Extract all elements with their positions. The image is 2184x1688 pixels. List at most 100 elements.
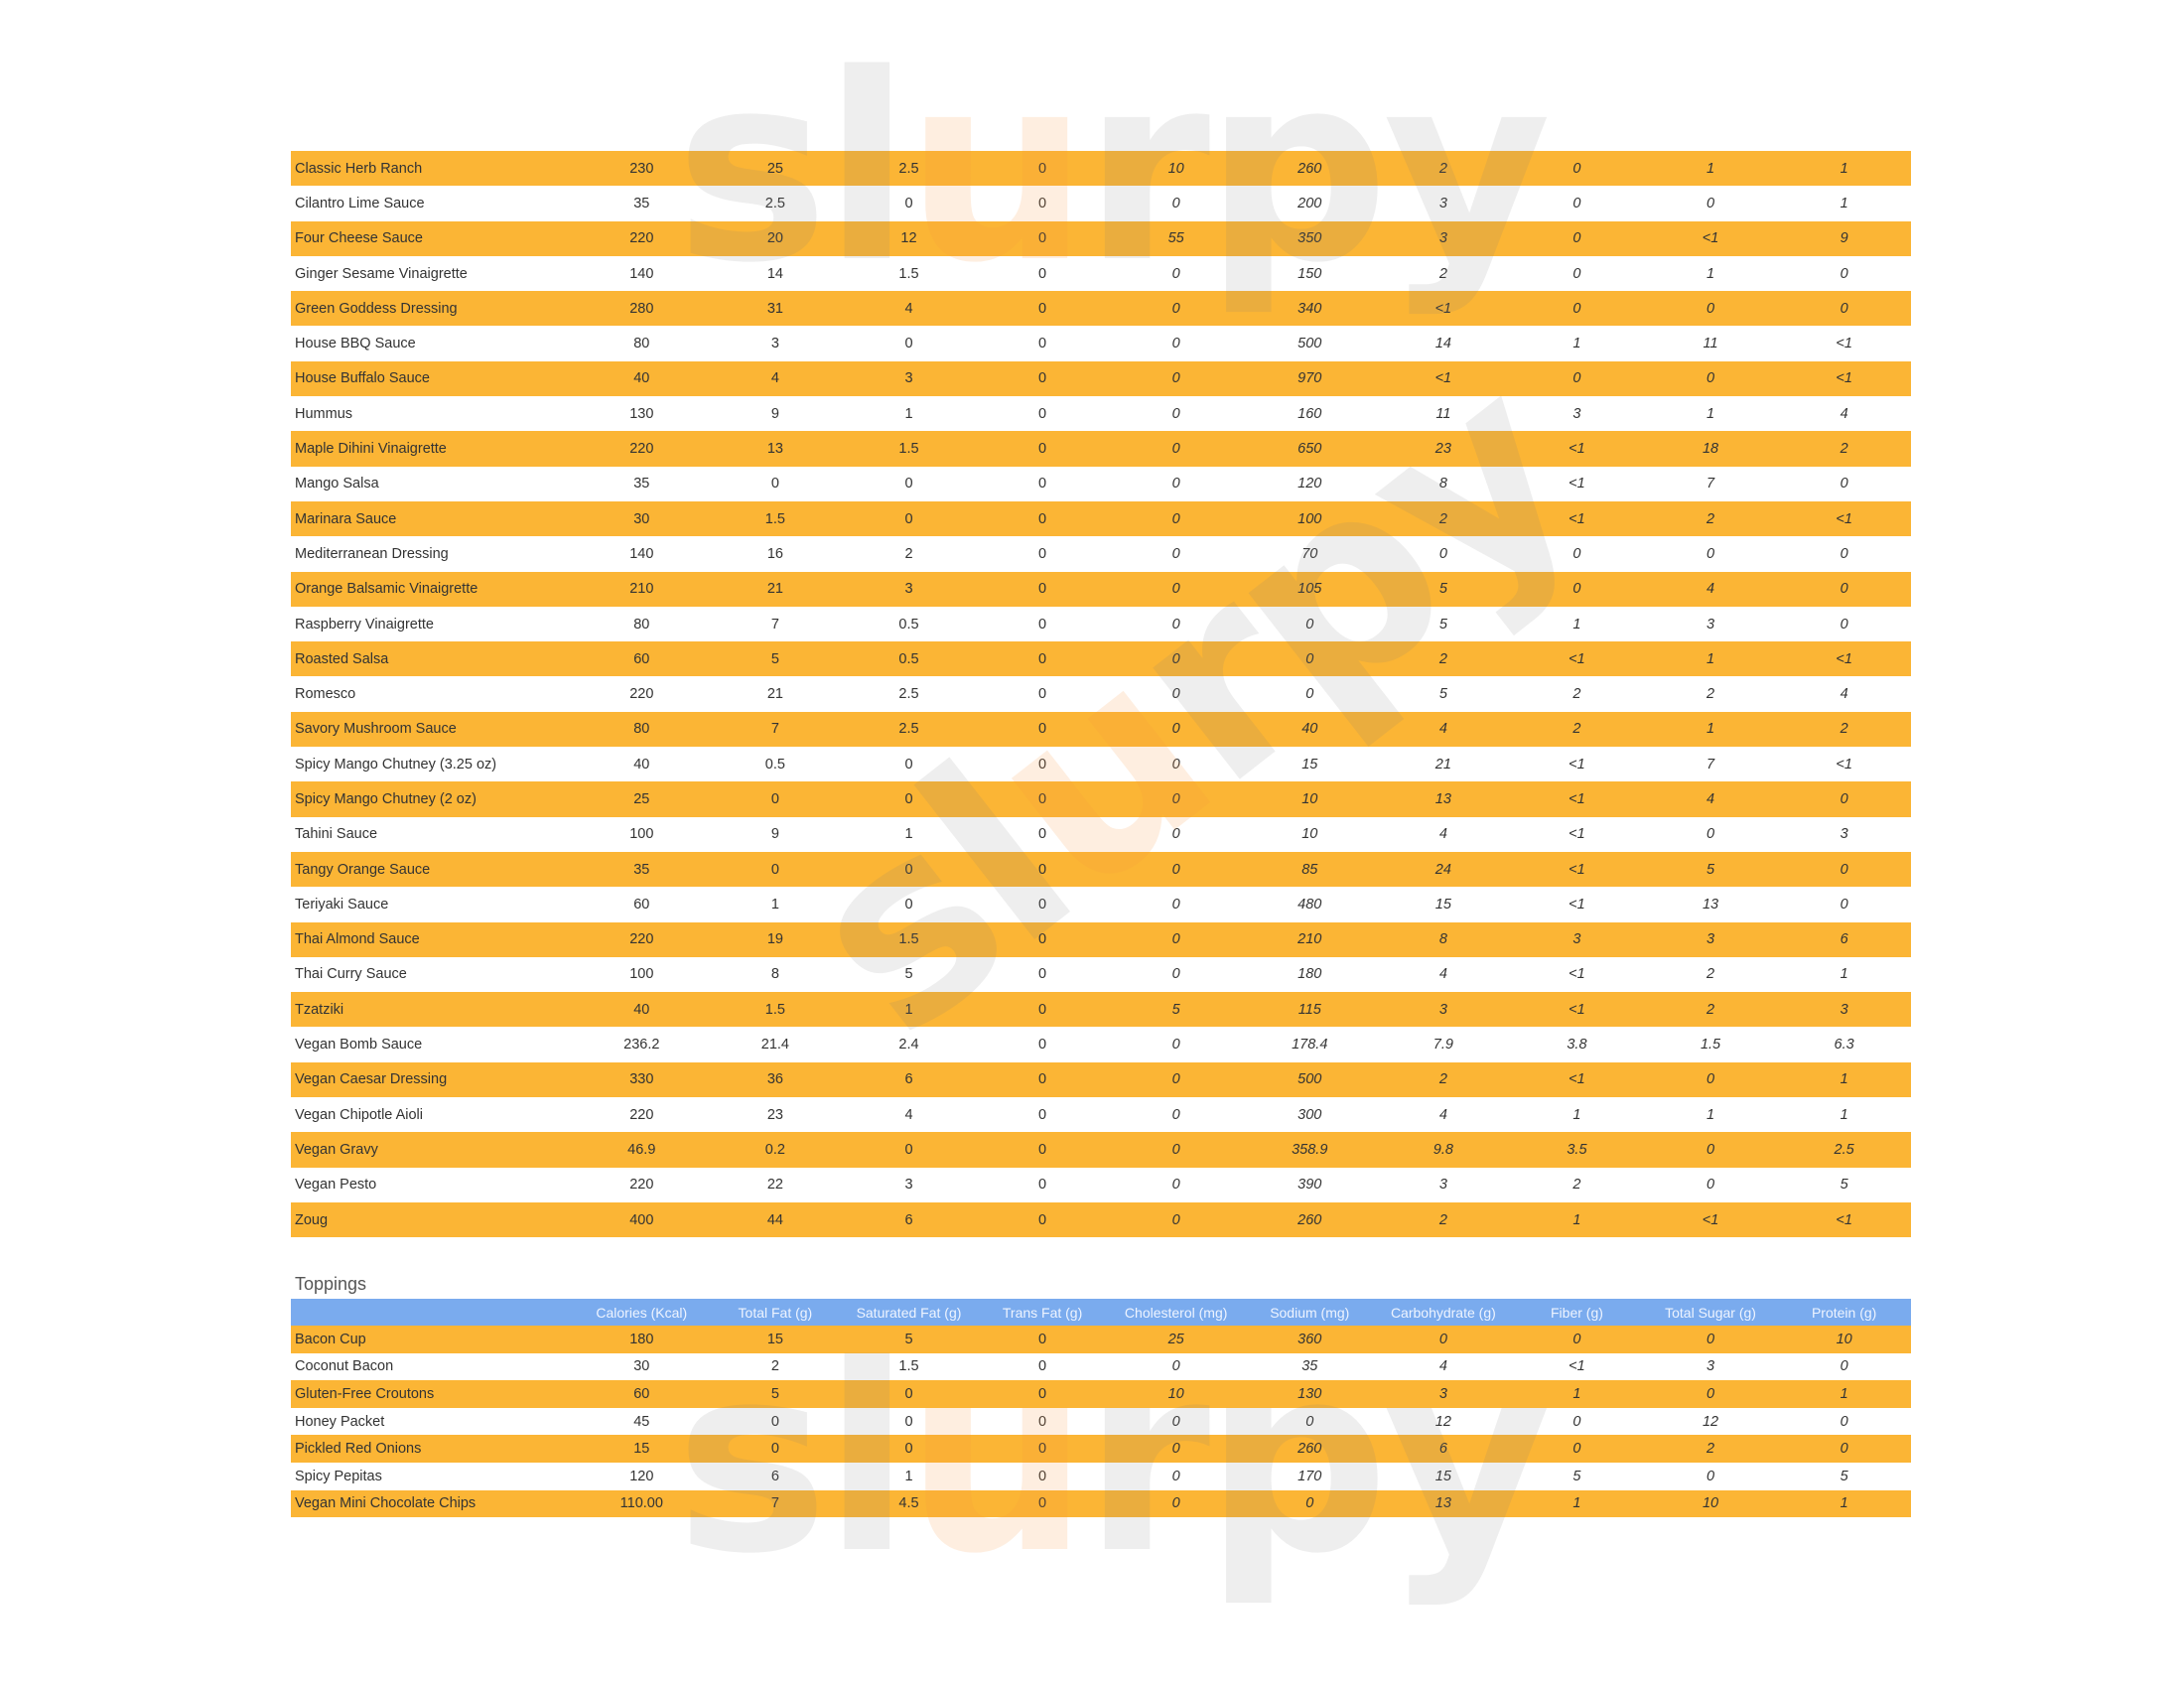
table-row: Ginger Sesame Vinaigrette 140 14 1.5 0 0 150 2 0…: [291, 256, 1911, 291]
cell-calories-kcal: 236.2: [623, 1037, 660, 1054]
cell-carbohydrate-g: 3: [1438, 1001, 1447, 1018]
item-name: Four Cheese Sauce: [295, 230, 423, 247]
cell-saturated-fat-g: 1: [904, 405, 913, 422]
cell-protein-g: 10: [1836, 1331, 1852, 1347]
cell-carbohydrate-g: 12: [1434, 1413, 1451, 1430]
cell-sodium-mg: 130: [1297, 1385, 1322, 1402]
cell-sodium-mg: 350: [1297, 230, 1322, 247]
cell-cholesterol-mg: 0: [1171, 300, 1180, 317]
cell-total-fat-g: 36: [766, 1071, 783, 1088]
cell-total-sugar-g: 1: [1706, 265, 1715, 282]
cell-fiber-g: 1: [1572, 1106, 1581, 1123]
cell-protein-g: 0: [1840, 545, 1848, 562]
cell-trans-fat-g: 0: [1038, 1441, 1047, 1458]
cell-fiber-g: 0: [1572, 370, 1581, 387]
cell-trans-fat-g: 0: [1038, 1495, 1047, 1512]
cell-cholesterol-mg: 0: [1171, 931, 1180, 948]
cell-protein-g: 0: [1840, 861, 1848, 878]
cell-protein-g: 6: [1840, 931, 1848, 948]
cell-saturated-fat-g: 0.5: [898, 650, 919, 667]
table-row: Savory Mushroom Sauce 80 7 2.5 0 0 40 4 2 1 2: [291, 711, 1911, 748]
cell-trans-fat-g: 0: [1038, 931, 1047, 948]
cell-cholesterol-mg: 0: [1171, 1211, 1180, 1228]
cell-sodium-mg: 10: [1301, 790, 1318, 807]
cell-protein-g: 5: [1840, 1468, 1848, 1484]
cell-protein-g: 2: [1840, 721, 1848, 738]
cell-sodium-mg: 500: [1297, 336, 1322, 352]
cell-calories-kcal: 210: [629, 581, 654, 598]
table-row: Vegan Bomb Sauce 236.2 21.4 2.4 0 0 178.4 7.9 3.…: [291, 1027, 1911, 1061]
cell-sodium-mg: 0: [1305, 1495, 1314, 1512]
item-name: Spicy Mango Chutney (3.25 oz): [295, 756, 497, 773]
cell-trans-fat-g: 0: [1038, 195, 1047, 211]
item-name: Ginger Sesame Vinaigrette: [295, 265, 468, 282]
cell-total-fat-g: 21: [766, 581, 783, 598]
cell-calories-kcal: 220: [629, 931, 654, 948]
cell-sodium-mg: 500: [1297, 1071, 1322, 1088]
item-name: Bacon Cup: [295, 1331, 366, 1347]
cell-saturated-fat-g: 2.4: [898, 1037, 919, 1054]
cell-cholesterol-mg: 0: [1171, 370, 1180, 387]
cell-cholesterol-mg: 0: [1171, 405, 1180, 422]
cell-cholesterol-mg: 10: [1167, 1385, 1184, 1402]
cell-total-sugar-g: 2: [1706, 510, 1715, 527]
cell-trans-fat-g: 0: [1038, 1141, 1047, 1158]
cell-calories-kcal: 25: [633, 790, 650, 807]
cell-saturated-fat-g: 4: [904, 1106, 913, 1123]
cell-fiber-g: 1: [1572, 616, 1581, 633]
cell-cholesterol-mg: 0: [1171, 510, 1180, 527]
table-row: Vegan Gravy 46.9 0.2 0 0 0 358.9 9.8 3.5 0 2.5: [291, 1132, 1911, 1168]
cell-total-sugar-g: 0: [1706, 1385, 1715, 1402]
cell-protein-g: 0: [1840, 581, 1848, 598]
column-header: Cholesterol (mg): [1124, 1304, 1228, 1321]
cell-total-fat-g: 0: [770, 1413, 779, 1430]
cell-carbohydrate-g: 4: [1438, 966, 1447, 983]
toppings-title: Toppings: [295, 1274, 367, 1294]
cell-fiber-g: 0: [1572, 195, 1581, 211]
column-header: Total Sugar (g): [1665, 1304, 1756, 1321]
cell-fiber-g: 0: [1572, 265, 1581, 282]
cell-total-sugar-g: 0: [1706, 545, 1715, 562]
cell-calories-kcal: 220: [629, 1106, 654, 1123]
cell-fiber-g: <1: [1569, 790, 1585, 807]
cell-cholesterol-mg: 5: [1171, 1001, 1180, 1018]
table-row: Vegan Pesto 220 22 3 0 0 390 3 2 0 5: [291, 1168, 1911, 1202]
cell-trans-fat-g: 0: [1038, 441, 1047, 458]
cell-fiber-g: <1: [1569, 510, 1585, 527]
cell-trans-fat-g: 0: [1038, 861, 1047, 878]
table-row: Classic Herb Ranch 230 25 2.5 0 10 260 2 0 1 1: [291, 151, 1911, 187]
cell-calories-kcal: 80: [633, 721, 650, 738]
table-row: Cilantro Lime Sauce 35 2.5 0 0 0 200 3 0 0 1: [291, 186, 1911, 220]
cell-total-sugar-g: 18: [1702, 441, 1719, 458]
cell-sodium-mg: 480: [1297, 896, 1322, 913]
cell-total-fat-g: 13: [766, 441, 783, 458]
cell-total-fat-g: 0.5: [764, 756, 785, 773]
cell-sodium-mg: 0: [1305, 650, 1314, 667]
item-name: Gluten-Free Croutons: [295, 1385, 435, 1402]
cell-protein-g: 0: [1840, 896, 1848, 913]
cell-fiber-g: 2: [1572, 1177, 1581, 1194]
table-row: House BBQ Sauce 80 3 0 0 0 500 14 1 11 <1: [291, 326, 1911, 360]
table-row: Four Cheese Sauce 220 20 12 0 55 350 3 0 <1 9: [291, 220, 1911, 256]
cell-saturated-fat-g: 6: [904, 1211, 913, 1228]
cell-total-sugar-g: 2: [1706, 966, 1715, 983]
cell-total-fat-g: 14: [766, 265, 783, 282]
item-name: Coconut Bacon: [295, 1358, 394, 1375]
table-row: Spicy Pepitas 120 6 1 0 0 170 15 5 0 5: [291, 1463, 1911, 1490]
cell-trans-fat-g: 0: [1038, 756, 1047, 773]
cell-saturated-fat-g: 0: [904, 476, 913, 492]
cell-total-sugar-g: 2: [1706, 686, 1715, 703]
cell-fiber-g: <1: [1569, 756, 1585, 773]
cell-total-sugar-g: 0: [1706, 195, 1715, 211]
cell-sodium-mg: 0: [1305, 686, 1314, 703]
cell-carbohydrate-g: 8: [1438, 931, 1447, 948]
cell-cholesterol-mg: 0: [1171, 441, 1180, 458]
cell-trans-fat-g: 0: [1038, 1177, 1047, 1194]
cell-total-fat-g: 0.2: [764, 1141, 785, 1158]
cell-sodium-mg: 200: [1297, 195, 1322, 211]
cell-protein-g: <1: [1836, 510, 1852, 527]
item-name: Teriyaki Sauce: [295, 896, 389, 913]
cell-cholesterol-mg: 0: [1171, 1141, 1180, 1158]
cell-fiber-g: 3: [1572, 931, 1581, 948]
cell-trans-fat-g: 0: [1038, 1468, 1047, 1484]
